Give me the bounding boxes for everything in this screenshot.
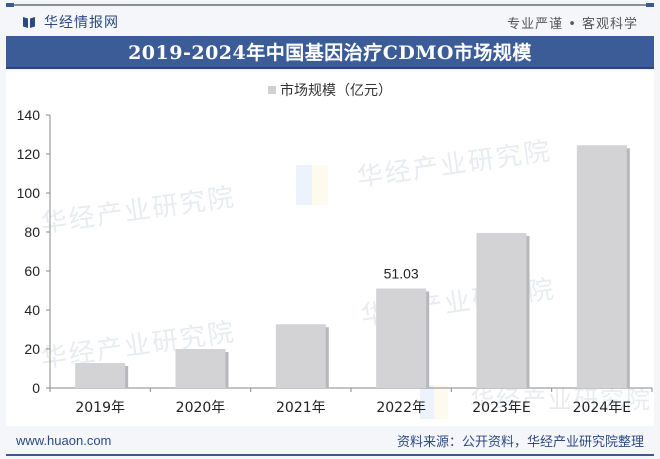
header: 华经情报网 专业严谨 • 客观科学 xyxy=(6,8,654,36)
x-tick-label: 2021年 xyxy=(276,400,326,416)
bar xyxy=(175,349,226,388)
y-tick-label: 140 xyxy=(17,107,41,123)
x-tick-label: 2024年E xyxy=(573,400,631,416)
bottom-divider xyxy=(6,454,654,456)
legend-label: 市场规模（亿元） xyxy=(280,83,392,99)
bar xyxy=(275,324,326,388)
footer-url[interactable]: www.huaon.com xyxy=(16,432,112,448)
bar xyxy=(376,288,427,388)
y-tick-label: 0 xyxy=(32,380,40,396)
book-logo-icon xyxy=(23,17,35,28)
bar xyxy=(75,363,126,388)
brand: 华经情报网 xyxy=(22,12,119,32)
brand-name: 华经情报网 xyxy=(44,15,119,31)
y-tick-label: 20 xyxy=(24,341,40,357)
y-tick-label: 100 xyxy=(17,185,41,201)
bar xyxy=(476,232,527,388)
slogan: 专业严谨 • 客观科学 xyxy=(507,16,638,32)
legend-swatch xyxy=(268,86,276,94)
legend: 市场规模（亿元） xyxy=(0,80,660,100)
top-divider xyxy=(6,3,654,7)
title-bar: 2019-2024年中国基因治疗CDMO市场规模 xyxy=(6,36,654,69)
bar xyxy=(576,145,627,388)
y-tick-label: 80 xyxy=(24,224,40,240)
y-tick-label: 40 xyxy=(24,302,40,318)
source-note: 资料来源：公开资料，华经产业研究院整理 xyxy=(396,434,644,450)
y-tick-label: 120 xyxy=(17,146,41,162)
x-tick-label: 2019年 xyxy=(75,400,125,416)
chart-title: 2019-2024年中国基因治疗CDMO市场规模 xyxy=(128,42,532,64)
x-tick-label: 2020年 xyxy=(176,400,226,416)
x-tick-label: 2022年 xyxy=(376,400,426,416)
data-label: 51.03 xyxy=(384,265,419,281)
footer: www.huaon.com 资料来源：公开资料，华经产业研究院整理 xyxy=(6,428,654,452)
x-tick-label: 2023年E xyxy=(472,400,530,416)
y-tick-label: 60 xyxy=(24,263,40,279)
